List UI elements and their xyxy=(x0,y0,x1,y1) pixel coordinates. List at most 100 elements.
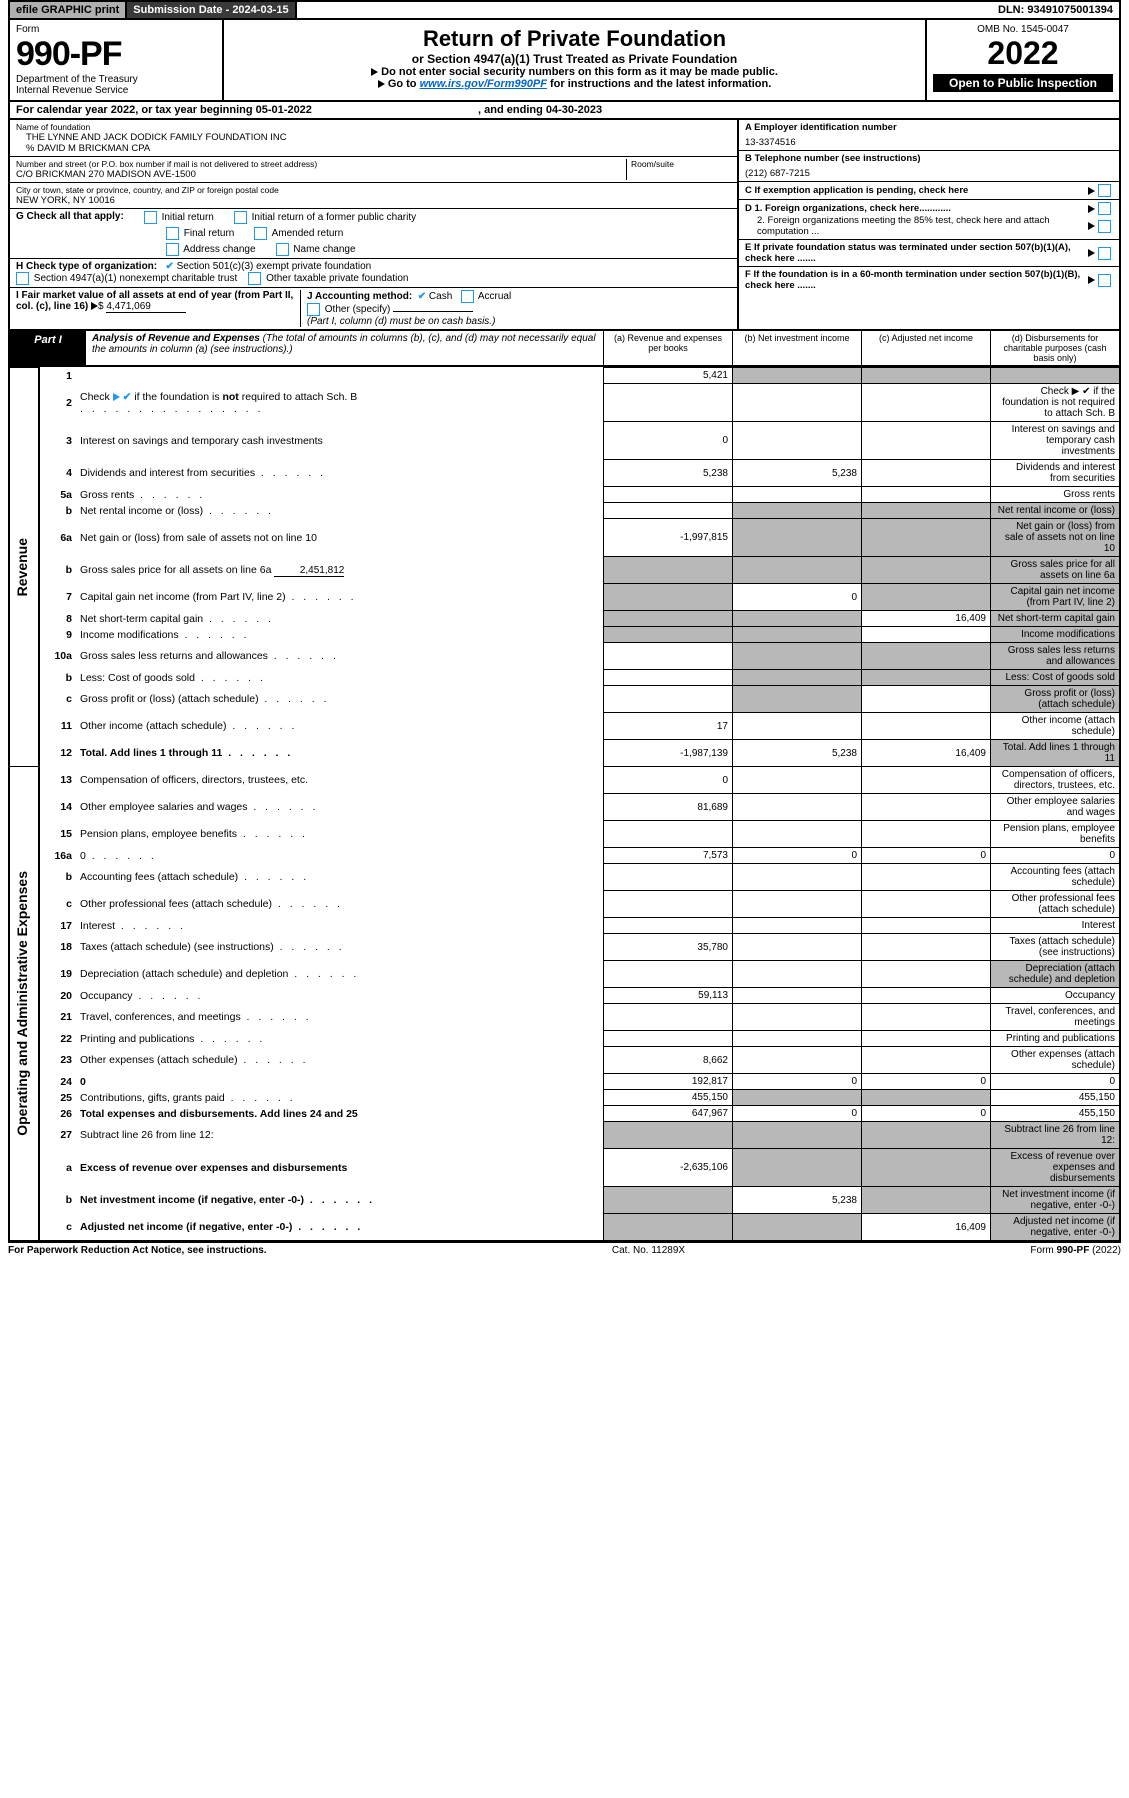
cell-value: 59,113 xyxy=(604,988,733,1004)
checkbox[interactable] xyxy=(1098,184,1111,197)
cell-value xyxy=(862,1004,991,1031)
arrow-icon xyxy=(1088,187,1095,195)
cell-value xyxy=(604,1122,733,1149)
g-label: G Check all that apply: xyxy=(16,211,124,224)
cell-value xyxy=(862,627,991,643)
cell-value: Subtract line 26 from line 12: xyxy=(991,1122,1121,1149)
fmv-amount: 4,471,069 xyxy=(106,301,186,313)
line-num: 4 xyxy=(39,460,76,487)
checkbox[interactable] xyxy=(16,272,29,285)
checkbox[interactable] xyxy=(276,243,289,256)
checkbox[interactable] xyxy=(254,227,267,240)
city: NEW YORK, NY 10016 xyxy=(16,195,731,206)
cell-value xyxy=(604,1004,733,1031)
cell-value xyxy=(733,487,862,503)
line-row: 20Occupancy . . . . . .59,113Occupancy xyxy=(9,988,1120,1004)
line-row: 15Pension plans, employee benefits . . .… xyxy=(9,821,1120,848)
open-to-public: Open to Public Inspection xyxy=(933,74,1113,92)
cell-value xyxy=(604,864,733,891)
line-desc: Income modifications . . . . . . xyxy=(76,627,604,643)
line-row: 23Other expenses (attach schedule) . . .… xyxy=(9,1047,1120,1074)
cell-value xyxy=(733,918,862,934)
line-row: 10aGross sales less returns and allowanc… xyxy=(9,643,1120,670)
line-row: Revenue15,421 xyxy=(9,368,1120,384)
checkbox[interactable] xyxy=(1098,247,1111,260)
cell-value xyxy=(604,1214,733,1242)
line-desc: Depreciation (attach schedule) and deple… xyxy=(76,961,604,988)
cell-value xyxy=(733,519,862,557)
cell-value xyxy=(733,503,862,519)
city-label: City or town, state or province, country… xyxy=(16,185,731,195)
line-row: 9Income modifications . . . . . .Income … xyxy=(9,627,1120,643)
line-row: 11Other income (attach schedule) . . . .… xyxy=(9,713,1120,740)
checkbox[interactable] xyxy=(307,303,320,316)
cell-value: Net short-term capital gain xyxy=(991,611,1121,627)
cell-value: -1,987,139 xyxy=(604,740,733,767)
line-row: bLess: Cost of goods sold . . . . . .Les… xyxy=(9,670,1120,686)
line-row: 8Net short-term capital gain . . . . . .… xyxy=(9,611,1120,627)
cell-value: 0 xyxy=(604,767,733,794)
checkbox[interactable] xyxy=(166,243,179,256)
line-num: 26 xyxy=(39,1106,76,1122)
cell-value: Excess of revenue over expenses and disb… xyxy=(991,1149,1121,1187)
instructions-link[interactable]: www.irs.gov/Form990PF xyxy=(420,78,547,90)
submission-date: Submission Date - 2024-03-15 xyxy=(127,2,296,18)
line-desc: Gross rents . . . . . . xyxy=(76,487,604,503)
checkbox[interactable] xyxy=(144,211,157,224)
cell-value: 0 xyxy=(862,848,991,864)
form-word: Form xyxy=(16,24,216,35)
cell-value xyxy=(862,1149,991,1187)
cell-value xyxy=(862,934,991,961)
line-num: 12 xyxy=(39,740,76,767)
cell-value xyxy=(604,1031,733,1047)
arrow-icon xyxy=(378,80,385,88)
checkbox[interactable] xyxy=(461,290,474,303)
checkbox[interactable] xyxy=(1098,220,1111,233)
cell-value: Net investment income (if negative, ente… xyxy=(991,1187,1121,1214)
line-num: b xyxy=(39,864,76,891)
cell-value xyxy=(604,1187,733,1214)
line-desc: Pension plans, employee benefits . . . .… xyxy=(76,821,604,848)
cell-value: Adjusted net income (if negative, enter … xyxy=(991,1214,1121,1242)
line-desc: Compensation of officers, directors, tru… xyxy=(76,767,604,794)
checkbox[interactable] xyxy=(234,211,247,224)
cell-value: Dividends and interest from securities xyxy=(991,460,1121,487)
cell-value: 0 xyxy=(733,1106,862,1122)
address: C/O BRICKMAN 270 MADISON AVE-1500 xyxy=(16,169,626,180)
arrow-icon xyxy=(1088,205,1095,213)
line-desc: Check ✔ if the foundation is not require… xyxy=(76,384,604,422)
line-desc: 0 . . . . . . xyxy=(76,848,604,864)
checkbox[interactable] xyxy=(1098,274,1111,287)
cell-value xyxy=(862,584,991,611)
line-num: a xyxy=(39,1149,76,1187)
line-row: 16a0 . . . . . .7,573000 xyxy=(9,848,1120,864)
cell-value: 7,573 xyxy=(604,848,733,864)
cell-value xyxy=(733,1214,862,1242)
efile-print-button[interactable]: efile GRAPHIC print xyxy=(10,2,127,18)
checkbox[interactable] xyxy=(166,227,179,240)
cell-value xyxy=(862,368,991,384)
cell-value: Gross sales price for all assets on line… xyxy=(991,557,1121,584)
line-row: bGross sales price for all assets on lin… xyxy=(9,557,1120,584)
line-desc: Other employee salaries and wages . . . … xyxy=(76,794,604,821)
cell-value: 0 xyxy=(991,848,1121,864)
cell-value: 16,409 xyxy=(862,740,991,767)
line-desc: Excess of revenue over expenses and disb… xyxy=(76,1149,604,1187)
line-num: 13 xyxy=(39,767,76,794)
checkbox[interactable] xyxy=(248,272,261,285)
checkbox[interactable] xyxy=(1098,202,1111,215)
cell-value: 0 xyxy=(733,848,862,864)
arrow-icon xyxy=(1088,249,1095,257)
cell-value xyxy=(604,961,733,988)
form-header: Form 990-PF Department of the Treasury I… xyxy=(8,20,1121,102)
form-number: 990-PF xyxy=(16,35,216,74)
foundation-name: THE LYNNE AND JACK DODICK FAMILY FOUNDAT… xyxy=(16,132,731,143)
line-row: 4Dividends and interest from securities … xyxy=(9,460,1120,487)
line-num: 8 xyxy=(39,611,76,627)
line-desc: Capital gain net income (from Part IV, l… xyxy=(76,584,604,611)
cell-value xyxy=(733,988,862,1004)
line-num: 9 xyxy=(39,627,76,643)
omb: OMB No. 1545-0047 xyxy=(933,24,1113,35)
line-num: 22 xyxy=(39,1031,76,1047)
line-num: b xyxy=(39,670,76,686)
